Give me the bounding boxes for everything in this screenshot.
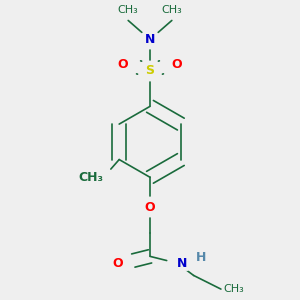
Text: N: N <box>145 33 155 46</box>
Text: O: O <box>145 201 155 214</box>
Text: O: O <box>118 58 128 70</box>
Text: CH₃: CH₃ <box>79 171 104 184</box>
Text: S: S <box>146 64 154 77</box>
Text: CH₃: CH₃ <box>224 284 244 294</box>
Text: CH₃: CH₃ <box>161 5 182 15</box>
Text: H: H <box>196 251 207 264</box>
Text: N: N <box>177 257 188 270</box>
Text: CH₃: CH₃ <box>118 5 139 15</box>
Text: O: O <box>112 257 123 270</box>
Text: O: O <box>172 58 182 70</box>
